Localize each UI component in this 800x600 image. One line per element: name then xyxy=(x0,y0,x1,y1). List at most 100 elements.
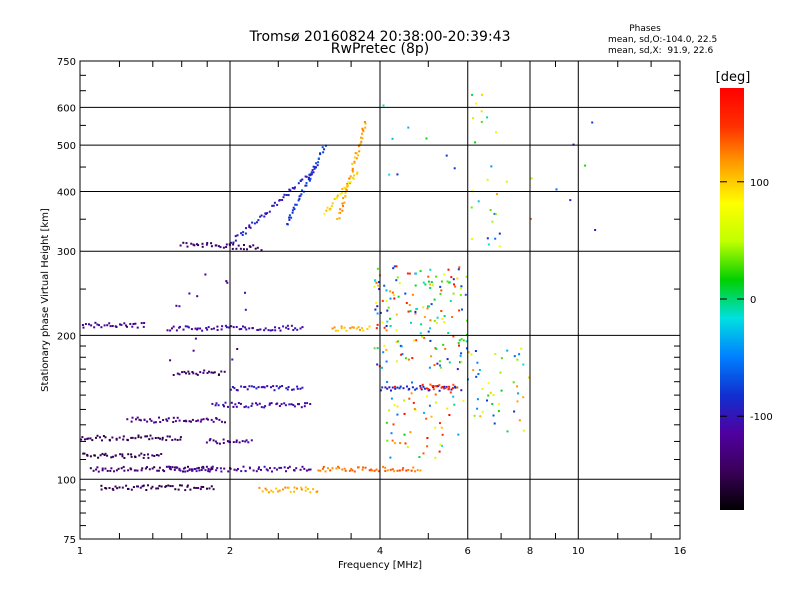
echo-point xyxy=(141,467,144,470)
echo-point xyxy=(116,487,119,490)
echo-point xyxy=(403,412,406,415)
echo-point xyxy=(416,307,419,310)
echo-point xyxy=(169,359,172,362)
echo-point xyxy=(378,288,381,291)
echo-point xyxy=(104,467,107,470)
echo-point xyxy=(176,372,179,375)
echo-point xyxy=(232,441,235,444)
echo-point xyxy=(201,466,204,469)
echo-point xyxy=(222,442,225,444)
echo-point xyxy=(165,465,168,468)
echo-point xyxy=(244,440,247,443)
echo-point xyxy=(136,416,139,419)
echo-point xyxy=(453,167,456,170)
echo-point xyxy=(153,466,156,469)
echo-point xyxy=(264,405,267,408)
echo-point xyxy=(287,467,290,470)
echo-point xyxy=(174,438,177,441)
echo-point xyxy=(397,340,399,343)
echo-point xyxy=(410,469,413,472)
echo-point xyxy=(280,466,283,469)
echo-point xyxy=(286,223,289,225)
echo-point xyxy=(285,387,288,390)
echo-point xyxy=(409,431,412,434)
echo-point xyxy=(425,417,428,420)
echo-point xyxy=(456,368,459,371)
echo-point xyxy=(134,469,137,472)
echo-point xyxy=(268,210,271,213)
echo-point xyxy=(466,347,468,350)
echo-point xyxy=(122,465,125,468)
echo-point xyxy=(99,436,101,439)
echo-point xyxy=(467,351,470,354)
echo-point xyxy=(355,157,358,160)
echo-point xyxy=(315,162,318,165)
echo-point xyxy=(96,466,99,469)
echo-point xyxy=(210,418,213,421)
echo-point xyxy=(376,323,379,326)
echo-point xyxy=(171,327,173,330)
echo-point xyxy=(452,335,455,338)
echo-point xyxy=(410,321,412,324)
echo-point xyxy=(167,417,170,420)
echo-point xyxy=(337,465,340,468)
echo-point xyxy=(307,488,309,490)
echo-point xyxy=(244,291,246,294)
echo-point xyxy=(106,469,109,472)
echo-point xyxy=(452,292,455,295)
echo-point xyxy=(288,214,291,217)
echo-point xyxy=(127,469,130,472)
echo-point xyxy=(89,437,92,440)
echo-point xyxy=(106,454,109,457)
chart-subtitle: RwPretec (8p) xyxy=(331,41,429,57)
echo-point xyxy=(195,372,198,375)
echo-point xyxy=(184,489,187,492)
echo-point xyxy=(178,467,181,470)
echo-point xyxy=(440,426,443,429)
echo-point xyxy=(130,436,133,439)
echo-point xyxy=(140,469,143,472)
echo-point xyxy=(209,438,212,440)
echo-point xyxy=(301,178,304,181)
echo-point xyxy=(419,332,422,335)
echo-point xyxy=(123,322,126,325)
echo-point xyxy=(395,313,398,316)
echo-point xyxy=(356,172,359,175)
echo-point xyxy=(176,439,179,441)
echo-point xyxy=(286,324,289,327)
echo-point xyxy=(102,435,105,437)
echo-point xyxy=(263,406,266,409)
echo-point xyxy=(402,467,405,469)
echo-point xyxy=(243,386,246,388)
echo-point xyxy=(271,329,274,332)
echo-point xyxy=(149,418,152,421)
echo-point xyxy=(123,469,126,472)
echo-point xyxy=(97,456,100,459)
echo-point xyxy=(157,436,160,439)
echo-point xyxy=(386,309,389,312)
echo-point xyxy=(383,284,386,287)
echo-point xyxy=(288,218,291,221)
echo-point xyxy=(385,360,388,363)
echo-point xyxy=(395,360,398,363)
echo-point xyxy=(466,319,468,322)
echo-point xyxy=(199,420,202,423)
echo-point xyxy=(218,442,221,445)
echo-point xyxy=(393,404,396,407)
echo-point xyxy=(500,357,503,360)
echo-point xyxy=(231,247,234,250)
x-tick-label: 16 xyxy=(674,546,687,557)
echo-point xyxy=(428,389,431,391)
echo-point xyxy=(192,372,195,375)
echo-point xyxy=(435,385,438,388)
echo-point xyxy=(109,325,112,328)
echo-point xyxy=(265,468,268,471)
echo-point xyxy=(240,232,243,235)
echo-point xyxy=(236,389,239,392)
echo-point xyxy=(472,369,475,372)
echo-point xyxy=(260,249,263,252)
echo-point xyxy=(479,415,482,418)
echo-point xyxy=(260,468,262,471)
echo-point xyxy=(497,403,500,406)
echo-point xyxy=(232,241,235,244)
